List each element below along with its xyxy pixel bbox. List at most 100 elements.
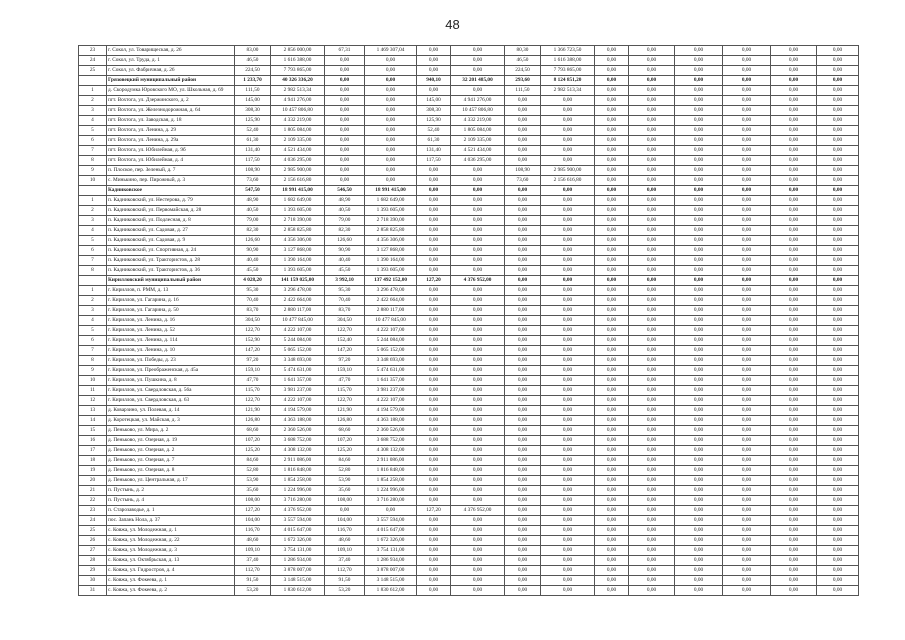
value-col12-cell: 0,00	[628, 175, 675, 186]
value-col12-cell: 0,00	[628, 535, 675, 546]
cost-col10-cell: 0,00	[540, 125, 595, 136]
cost-col8-cell: 0,00	[450, 445, 505, 456]
cost-col6-cell: 2 718 390,00	[364, 215, 417, 226]
value-col14-cell: 0,00	[722, 85, 771, 96]
area-col5-cell: 70,40	[324, 295, 365, 306]
total-cost-cell: 4 222 107,00	[270, 325, 325, 336]
area-col7-cell: 0,00	[416, 585, 451, 596]
row-number-cell: 22	[78, 495, 107, 506]
value-col11-cell: 0,00	[594, 435, 629, 446]
total-area-cell: 68,60	[234, 425, 271, 436]
value-col14-cell: 0,00	[722, 235, 771, 246]
value-col12-cell: 0,00	[628, 285, 675, 296]
address-cell: д. Скородумка Юровского МО, ул. Школьная…	[106, 85, 235, 96]
total-cost-cell: 3 348 693,00	[270, 355, 325, 366]
value-col16-cell: 0,00	[816, 425, 859, 436]
value-col13-cell: 0,00	[674, 125, 723, 136]
cost-col6-cell: 1 672 326,00	[364, 535, 417, 546]
value-col13-cell: 0,00	[674, 555, 723, 566]
area-col7-cell: 0,00	[416, 65, 451, 76]
area-col5-cell: 97,20	[324, 355, 365, 366]
address-cell: п. Кадниковский, ул. Садовая, д. 9	[106, 235, 235, 246]
value-col11-cell: 0,00	[594, 265, 629, 276]
total-area-cell: 145,00	[234, 95, 271, 106]
table-row: 8 г. Кириллов, ул. Победы, д. 23 97,20 3 34…	[78, 355, 859, 366]
value-col15-cell: 0,00	[770, 375, 817, 386]
value-col12-cell: 0,00	[628, 425, 675, 436]
table-row: 3 г. Кириллов, ул. Гагарина, д. 50 83,70 2 …	[78, 305, 859, 316]
value-col12-cell: 0,00	[628, 525, 675, 536]
row-number-cell: 27	[78, 545, 107, 556]
total-cost-cell: 5 244 084,00	[270, 335, 325, 346]
table-row: 3 п. Кадниковский, ул. Подлесная, д. 8 79,…	[78, 215, 859, 226]
value-col16-cell: 0,00	[816, 85, 859, 96]
area-col5-cell: 0,00	[324, 145, 365, 156]
total-cost-cell: 141 159 025,00	[270, 275, 325, 286]
area-col5-cell: 83,70	[324, 305, 365, 316]
area-col7-cell: 0,00	[416, 425, 451, 436]
total-area-cell: 147,20	[234, 345, 271, 356]
value-col11-cell: 0,00	[594, 315, 629, 326]
total-area-cell: 48,60	[234, 535, 271, 546]
row-number-cell: 20	[78, 475, 107, 486]
value-col16-cell: 0,00	[816, 65, 859, 76]
area-col5-cell: 0,00	[324, 505, 365, 516]
value-col12-cell: 0,00	[628, 185, 675, 196]
value-col11-cell: 0,00	[594, 275, 629, 286]
table-row: 18 д. Пеньково, ул. Озерная, д. 7 84,60 2 9…	[78, 455, 859, 466]
table-row: 1 г. Кириллов, п. РММ, д. 13 95,30 3 296 47…	[78, 285, 859, 296]
value-col14-cell: 0,00	[722, 485, 771, 496]
total-area-cell: 83,70	[234, 305, 271, 316]
address-cell: пгт. Вохтога, ул. Железнодорожная, д. 64	[106, 105, 235, 116]
cost-col10-cell: 0,00	[540, 215, 595, 226]
address-cell: п. Кадниковский, ул. Трактористов, д. 36	[106, 265, 235, 276]
area-col7-cell: 0,00	[416, 235, 451, 246]
total-area-cell: 1 233,70	[234, 75, 271, 86]
table-row: 22 п. Пустынь, д. 4 108,00 3 716 280,00 108,…	[78, 495, 859, 506]
area-col9-cell: 0,00	[504, 385, 541, 396]
value-col11-cell: 0,00	[594, 565, 629, 576]
cost-col6-cell: 2 360 526,00	[364, 425, 417, 436]
area-col5-cell: 37,40	[324, 555, 365, 566]
value-col13-cell: 0,00	[674, 285, 723, 296]
value-col12-cell: 0,00	[628, 555, 675, 566]
cost-col8-cell: 0,00	[450, 65, 505, 76]
row-number-cell	[78, 75, 107, 86]
area-col7-cell: 0,00	[416, 265, 451, 276]
total-area-cell: 104,00	[234, 515, 271, 526]
row-number-cell: 21	[78, 485, 107, 496]
total-cost-cell: 2 982 513,34	[270, 85, 325, 96]
area-col9-cell: 0,00	[504, 255, 541, 266]
value-col12-cell: 0,00	[628, 345, 675, 356]
value-col13-cell: 0,00	[674, 265, 723, 276]
cost-col6-cell: 0,00	[364, 145, 417, 156]
area-col7-cell: 0,00	[416, 325, 451, 336]
cost-col10-cell: 0,00	[540, 115, 595, 126]
table-row: 7 п. Кадниковский, ул. Трактористов, д. 2…	[78, 255, 859, 266]
value-col15-cell: 0,00	[770, 45, 817, 56]
value-col14-cell: 0,00	[722, 405, 771, 416]
value-col11-cell: 0,00	[594, 75, 629, 86]
area-col9-cell: 0,00	[504, 285, 541, 296]
table-row: 7 г. Кириллов, ул. Ленина, д. 10 147,20 5 0…	[78, 345, 859, 356]
value-col16-cell: 0,00	[816, 165, 859, 176]
value-col13-cell: 0,00	[674, 235, 723, 246]
cost-col6-cell: 137 492 152,00	[364, 275, 417, 286]
value-col13-cell: 0,00	[674, 195, 723, 206]
value-col15-cell: 0,00	[770, 265, 817, 276]
total-area-cell: 152,90	[234, 335, 271, 346]
total-area-cell: 547,50	[234, 185, 271, 196]
area-col5-cell: 122,70	[324, 325, 365, 336]
address-cell: Кирилловский муниципальный район	[106, 275, 235, 286]
total-area-cell: 82,30	[234, 225, 271, 236]
cost-col6-cell: 2 422 664,00	[364, 295, 417, 306]
value-col15-cell: 0,00	[770, 165, 817, 176]
value-col16-cell: 0,00	[816, 505, 859, 516]
address-cell: с. Ковжа, ул. Гидростроя, д. 4	[106, 565, 235, 576]
value-col16-cell: 0,00	[816, 575, 859, 586]
total-cost-cell: 4 376 952,00	[270, 505, 325, 516]
total-area-cell: 224,50	[234, 65, 271, 76]
housing-program-table: 23 г. Сокол, ул. Товарищеская, д. 26 83,00…	[78, 45, 859, 596]
cost-col6-cell: 4 222 107,00	[364, 325, 417, 336]
address-cell: п. Старозаводье, д. 1	[106, 505, 235, 516]
